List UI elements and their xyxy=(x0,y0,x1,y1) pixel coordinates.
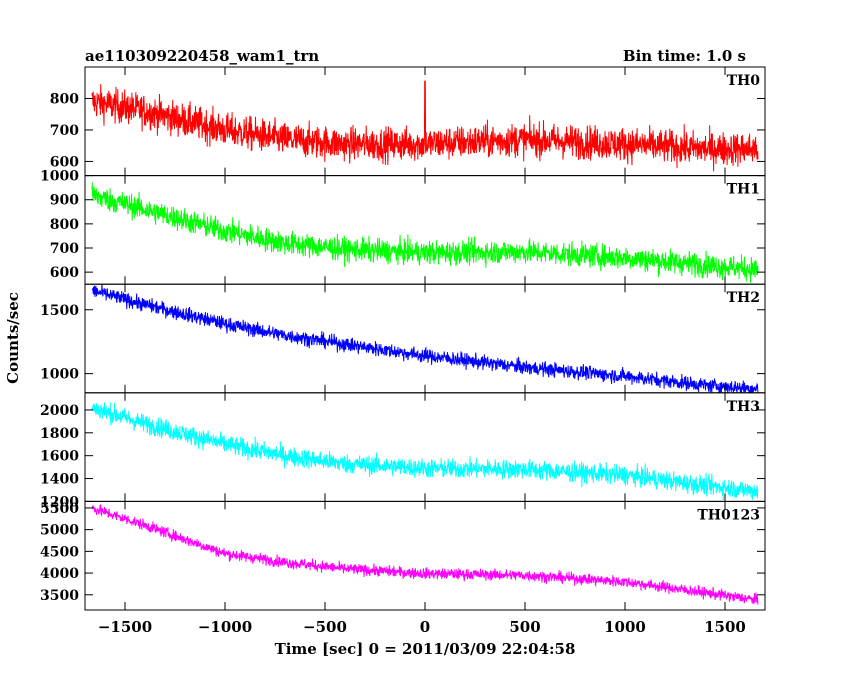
series-label: TH1 xyxy=(727,182,760,198)
panel-frame xyxy=(84,175,766,285)
x-tick-label: −500 xyxy=(303,618,347,636)
y-tick-label: 1000 xyxy=(40,169,79,185)
panel-th0: 600 700 800 TH0 xyxy=(50,66,766,177)
y-tick-label: 1500 xyxy=(40,303,79,319)
x-tick-label: 0 xyxy=(420,618,430,636)
y-tick-label: 2000 xyxy=(40,403,79,419)
y-axis-label: Counts/sec xyxy=(4,292,22,384)
y-tick-label: 1400 xyxy=(40,472,79,488)
y-tick-label: 600 xyxy=(50,265,79,281)
series-label: TH0123 xyxy=(697,507,760,523)
y-tick-label: 1000 xyxy=(40,367,79,383)
y-tick-label: 800 xyxy=(50,91,79,107)
series-line-th0 xyxy=(91,80,759,172)
y-tick-label: 600 xyxy=(50,154,79,170)
y-tick-label: 1800 xyxy=(40,426,79,442)
panel-frame xyxy=(84,283,766,394)
y-tick-label: 800 xyxy=(50,217,79,233)
x-axis-label: Time [sec] 0 = 2011/03/09 22:04:58 xyxy=(275,640,576,658)
panel-th1: 600 700 800 900 1000 TH1 xyxy=(40,169,766,285)
x-tick-label: −1500 xyxy=(98,618,152,636)
y-tick-label: 1600 xyxy=(40,449,79,465)
y-tick-label: 4000 xyxy=(40,566,79,582)
series-label: TH2 xyxy=(727,290,760,306)
y-tick-label: 700 xyxy=(50,241,79,257)
series-line-th1 xyxy=(91,182,759,283)
series-line-th0123 xyxy=(91,504,759,605)
y-tick-label: 1200 xyxy=(40,494,79,510)
series-label: TH0 xyxy=(727,73,761,89)
series-line-th3 xyxy=(91,402,759,501)
y-tick-label: 5500 xyxy=(40,501,79,517)
chart-title-left: ae110309220458_wam1_trn xyxy=(85,47,319,65)
x-tick-label: 500 xyxy=(509,618,540,636)
series-line-th2 xyxy=(91,284,759,393)
y-tick-label: 5000 xyxy=(40,523,79,539)
panel-th2: 1000 1500 TH2 xyxy=(40,283,766,394)
chart-title-right: Bin time: 1.0 s xyxy=(623,47,746,65)
panel-th3: 1200 1400 1600 1800 2000 TH3 xyxy=(40,392,766,510)
y-tick-label: 3500 xyxy=(40,588,79,604)
series-label: TH3 xyxy=(727,399,760,415)
x-tick-label: −1000 xyxy=(198,618,252,636)
panel-th0123: 3500 4000 4500 5000 5500 TH0123 xyxy=(40,500,766,611)
y-tick-label: 4500 xyxy=(40,544,79,560)
y-tick-label: 700 xyxy=(50,123,79,139)
x-tick-label: 1000 xyxy=(604,618,646,636)
y-tick-label: 900 xyxy=(50,193,79,209)
panel-frame xyxy=(84,500,766,611)
x-tick-label: 1500 xyxy=(704,618,746,636)
panel-frame xyxy=(84,392,766,502)
